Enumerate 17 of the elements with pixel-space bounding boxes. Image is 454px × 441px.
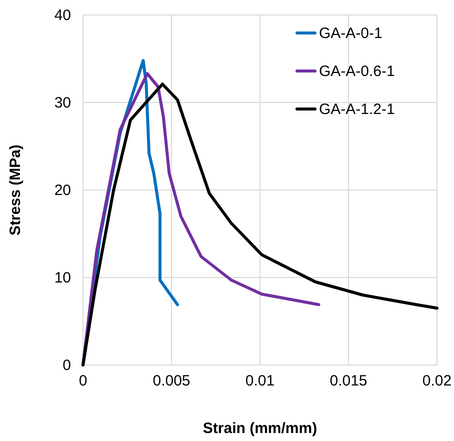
legend-label: GA-A-0-1	[319, 25, 382, 42]
y-axis-title: Stress (MPa)	[7, 144, 24, 236]
x-tick-label: 0.01	[245, 372, 275, 390]
y-tick-label: 20	[54, 182, 71, 199]
y-tick-label: 0	[62, 356, 71, 374]
x-axis-title: Strain (mm/mm)	[202, 420, 318, 437]
line-series	[82, 82, 438, 366]
y-tick-label: 30	[54, 94, 71, 112]
y-tick-label: 40	[54, 6, 71, 24]
legend-label: GA-A-0.6-1	[319, 63, 395, 80]
legend-label: GA-A-1.2-1	[319, 101, 395, 118]
y-tick-label: 10	[54, 269, 71, 286]
x-tick-label: 0.015	[330, 372, 368, 390]
x-tick-label: 0	[78, 372, 88, 390]
x-tick-label: 0.005	[152, 372, 190, 390]
x-tick-label: 0.02	[422, 372, 452, 390]
line-series	[82, 72, 320, 366]
